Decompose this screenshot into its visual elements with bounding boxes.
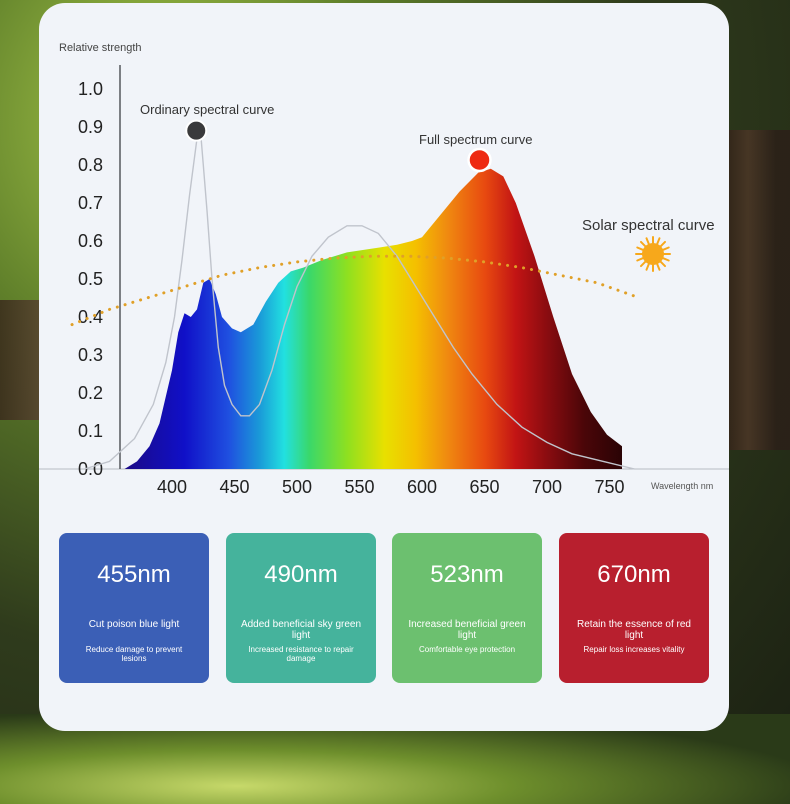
background-wood-right (720, 130, 790, 450)
y-tick-label: 1.0 (78, 79, 103, 99)
feature-wavelength: 523nm (430, 561, 504, 588)
feature-card-490: 490nm Added beneficial sky green light I… (226, 533, 376, 683)
sun-ray (662, 246, 670, 251)
x-tick-label: 450 (219, 477, 249, 497)
x-tick-label: 700 (532, 477, 562, 497)
y-tick-label: 0.4 (78, 307, 103, 327)
feature-wavelength: 455nm (97, 561, 171, 588)
solar-curve-label: Solar spectral curve (582, 217, 715, 234)
y-tick-label: 0.0 (78, 459, 103, 479)
ordinary-peak-marker (185, 119, 208, 142)
y-tick-label: 0.2 (78, 383, 103, 403)
sun-ray (639, 260, 647, 268)
x-axis-title: Wavelength nm (651, 481, 713, 491)
y-tick-label: 0.1 (78, 421, 103, 441)
x-tick-label: 750 (594, 477, 624, 497)
feature-subtitle: Comfortable eye protection (418, 645, 516, 654)
x-tick-label: 650 (469, 477, 499, 497)
feature-card-670: 670nm Retain the essence of red light Re… (559, 533, 709, 683)
x-tick-label: 600 (407, 477, 437, 497)
y-tick-label: 0.8 (78, 155, 103, 175)
y-tick-label: 0.9 (78, 117, 103, 137)
ordinary-spectral-line (84, 133, 635, 470)
x-tick-label: 550 (344, 477, 374, 497)
sun-ray (656, 237, 661, 245)
full-spectrum-peak-marker (467, 147, 492, 173)
sun-ray (662, 257, 670, 262)
sun-icon (642, 243, 664, 265)
feature-title: Retain the essence of red light (577, 619, 691, 641)
y-tick-label: 0.7 (78, 193, 103, 213)
background-wood-left (0, 300, 45, 420)
feature-card-455: 455nm Cut poison blue light Reduce damag… (59, 533, 209, 683)
feature-title: Cut poison blue light (88, 619, 180, 630)
sun-ray (656, 263, 661, 271)
y-tick-label: 0.5 (78, 269, 103, 289)
full-spectrum-area (124, 168, 622, 470)
feature-card-523: 523nm Increased beneficial green light C… (392, 533, 542, 683)
feature-subtitle: Repair loss increases vitality (583, 645, 685, 654)
y-tick-label: 0.3 (78, 345, 103, 365)
sun-ray (645, 263, 650, 271)
feature-subtitle: Increased resistance to repair damage (248, 645, 354, 663)
x-tick-label: 500 (282, 477, 312, 497)
sun-ray (659, 240, 667, 248)
sun-ray (639, 240, 647, 248)
feature-wavelength: 670nm (597, 561, 671, 588)
full-spectrum-label: Full spectrum curve (419, 132, 532, 147)
feature-subtitle: Reduce damage to prevent lesions (85, 645, 183, 663)
solar-spectral-line (70, 254, 636, 327)
y-tick-label: 0.6 (78, 231, 103, 251)
feature-title: Increased beneficial green light (408, 619, 526, 641)
chart-card: Relative strength 0.0 0.1 0.2 0.3 0.4 0.5 0.6 0.… (39, 3, 729, 731)
x-tick-label: 400 (157, 477, 187, 497)
sun-ray (636, 257, 644, 262)
feature-title: Added beneficial sky green light (240, 619, 362, 641)
spectrum-chart: Relative strength 0.0 0.1 0.2 0.3 0.4 0.5 0.6 0.… (39, 42, 729, 497)
sun-ray (645, 237, 650, 245)
feature-wavelength: 490nm (264, 561, 338, 588)
sun-ray (636, 246, 644, 251)
ordinary-curve-label: Ordinary spectral curve (140, 102, 274, 117)
y-axis-title: Relative strength (59, 42, 142, 54)
sun-ray (659, 260, 667, 268)
